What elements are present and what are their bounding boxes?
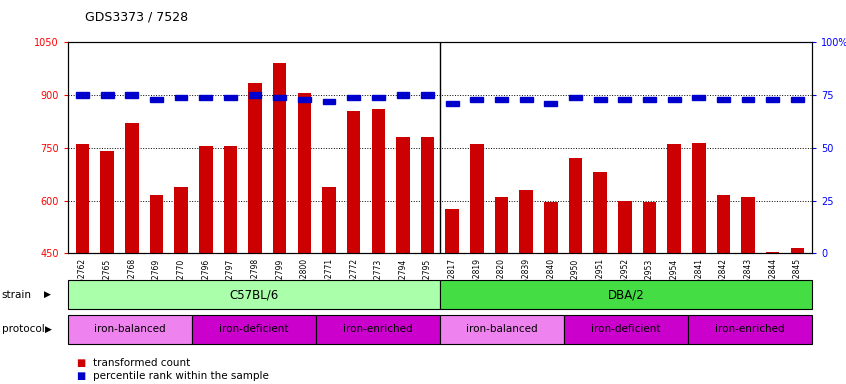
Bar — [322, 187, 336, 253]
Bar — [643, 202, 656, 253]
Text: ▶: ▶ — [44, 290, 51, 299]
Bar — [766, 252, 779, 253]
Bar — [322, 99, 335, 104]
Bar — [519, 190, 533, 253]
Bar — [200, 94, 212, 100]
Bar — [446, 209, 459, 253]
Bar — [544, 202, 558, 253]
Text: iron-balanced: iron-balanced — [94, 324, 166, 334]
Bar — [150, 97, 162, 102]
Bar — [224, 94, 237, 100]
Bar — [76, 93, 89, 98]
Bar — [766, 97, 779, 102]
Text: DBA/2: DBA/2 — [607, 288, 645, 301]
Text: iron-enriched: iron-enriched — [343, 324, 413, 334]
Bar — [470, 144, 484, 253]
Bar — [249, 93, 261, 98]
Bar — [741, 197, 755, 253]
Bar — [446, 101, 459, 106]
Bar — [667, 97, 680, 102]
Bar — [298, 97, 310, 102]
Text: ■: ■ — [76, 358, 85, 368]
Bar — [692, 94, 706, 100]
Bar — [569, 159, 582, 253]
Bar — [618, 200, 632, 253]
Text: GDS3373 / 7528: GDS3373 / 7528 — [85, 10, 188, 23]
Bar — [347, 94, 360, 100]
Bar — [742, 97, 755, 102]
Bar — [618, 97, 631, 102]
Bar — [495, 197, 508, 253]
Bar — [421, 93, 434, 98]
Bar — [347, 111, 360, 253]
Bar — [594, 97, 607, 102]
Bar — [717, 195, 730, 253]
Bar — [420, 137, 434, 253]
Bar — [371, 109, 385, 253]
Bar — [174, 187, 188, 253]
Bar — [593, 172, 607, 253]
Bar — [75, 144, 89, 253]
Bar — [569, 94, 582, 100]
Bar — [273, 63, 287, 253]
Bar — [273, 94, 286, 100]
Text: C57BL/6: C57BL/6 — [229, 288, 278, 301]
Text: ■: ■ — [76, 371, 85, 381]
Text: percentile rank within the sample: percentile rank within the sample — [93, 371, 269, 381]
Bar — [495, 97, 508, 102]
Bar — [101, 93, 113, 98]
Bar — [717, 97, 730, 102]
Text: iron-deficient: iron-deficient — [219, 324, 288, 334]
Text: iron-balanced: iron-balanced — [466, 324, 538, 334]
Text: protocol: protocol — [2, 324, 45, 334]
Bar — [101, 151, 114, 253]
Bar — [298, 93, 311, 253]
Bar — [519, 97, 533, 102]
Text: strain: strain — [2, 290, 31, 300]
Bar — [248, 83, 261, 253]
Text: ▶: ▶ — [45, 325, 52, 334]
Bar — [223, 146, 237, 253]
Bar — [791, 248, 805, 253]
Bar — [125, 93, 138, 98]
Bar — [545, 101, 558, 106]
Bar — [667, 144, 681, 253]
Bar — [791, 97, 804, 102]
Bar — [396, 137, 409, 253]
Text: transformed count: transformed count — [93, 358, 190, 368]
Bar — [372, 94, 385, 100]
Bar — [692, 142, 706, 253]
Bar — [397, 93, 409, 98]
Bar — [150, 195, 163, 253]
Bar — [470, 97, 483, 102]
Text: iron-enriched: iron-enriched — [716, 324, 785, 334]
Bar — [174, 94, 188, 100]
Bar — [643, 97, 656, 102]
Bar — [125, 123, 139, 253]
Bar — [199, 146, 212, 253]
Text: iron-deficient: iron-deficient — [591, 324, 661, 334]
